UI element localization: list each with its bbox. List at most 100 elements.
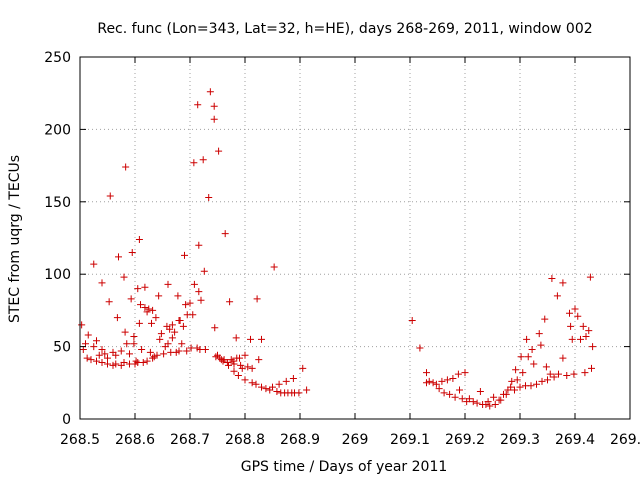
x-tick-label: 268.9 [280, 432, 320, 448]
data-point [182, 301, 190, 309]
data-point [79, 345, 87, 353]
data-point [206, 88, 214, 96]
data-point [408, 317, 416, 325]
data-point [550, 373, 558, 381]
data-point [90, 260, 98, 268]
data-point [127, 295, 135, 303]
data-point [176, 317, 184, 325]
y-tick-label: 250 [44, 50, 71, 66]
data-point [134, 285, 142, 293]
data-point [195, 241, 203, 249]
data-point [197, 296, 205, 304]
data-point [83, 354, 91, 362]
data-point [104, 354, 111, 362]
data-point [544, 376, 551, 384]
x-tick-label: 269.2 [445, 432, 485, 448]
data-point [270, 263, 278, 271]
data-point [258, 383, 265, 391]
data-point [295, 389, 303, 397]
data-point [149, 354, 157, 362]
data-point [190, 280, 198, 288]
data-point [120, 359, 128, 367]
data-point [517, 353, 525, 361]
data-point [211, 324, 219, 332]
data-point [559, 354, 567, 362]
data-point [126, 350, 133, 358]
x-tick-label: 269 [342, 432, 369, 448]
data-point [143, 357, 151, 365]
data-point [465, 395, 473, 403]
data-point [511, 386, 518, 394]
data-point [241, 351, 249, 359]
data-point [454, 370, 462, 378]
data-point [160, 350, 168, 358]
data-point [200, 267, 208, 275]
x-tick-label: 269.1 [390, 432, 430, 448]
data-point [507, 383, 515, 391]
data-point [423, 369, 430, 377]
data-point [181, 251, 188, 259]
y-tick-label: 200 [44, 122, 71, 138]
data-point [425, 377, 433, 385]
data-point [255, 356, 263, 364]
data-point [113, 314, 121, 322]
data-point [566, 309, 573, 317]
data-point [574, 312, 582, 320]
data-point [548, 275, 556, 283]
data-point [112, 360, 120, 368]
data-point [98, 359, 106, 367]
data-point [141, 304, 149, 312]
data-point [212, 353, 220, 361]
data-point [567, 322, 575, 330]
x-tick-label: 269.5 [610, 432, 640, 448]
data-point [585, 327, 593, 335]
x-tick-label: 268.8 [225, 432, 265, 448]
x-axis-label: GPS time / Days of year 2011 [241, 459, 448, 475]
data-point [178, 340, 186, 348]
data-point [252, 380, 260, 388]
x-tick-label: 269.4 [555, 432, 595, 448]
x-tick-label: 268.7 [170, 432, 210, 448]
data-point [244, 363, 252, 371]
data-point [282, 377, 290, 385]
data-point [227, 356, 235, 364]
data-point [149, 306, 157, 314]
data-point [106, 192, 114, 200]
data-point [528, 345, 536, 353]
data-point [491, 401, 499, 409]
data-point [174, 292, 182, 300]
data-point [230, 360, 238, 368]
data-point [559, 279, 567, 287]
data-point [484, 398, 492, 406]
data-point [537, 341, 545, 349]
data-point [273, 387, 281, 395]
data-point [143, 308, 151, 316]
data-point [527, 382, 535, 390]
data-point [121, 328, 129, 336]
data-point [93, 357, 100, 365]
data-point [138, 345, 146, 353]
data-point [533, 380, 540, 388]
data-point [201, 345, 209, 353]
data-point [210, 115, 218, 123]
data-point [234, 372, 242, 380]
data-point [248, 379, 256, 387]
data-point [523, 335, 531, 343]
data-point [205, 193, 213, 201]
data-point [253, 295, 261, 303]
data-point [128, 248, 136, 256]
data-points [78, 88, 597, 410]
data-point [223, 359, 231, 367]
data-point [229, 357, 237, 365]
data-point [571, 305, 579, 313]
data-point [230, 367, 238, 375]
data-point [451, 393, 459, 401]
data-point [486, 402, 494, 410]
data-point [195, 288, 203, 296]
data-point [546, 370, 554, 378]
data-point [232, 334, 240, 342]
data-point [262, 385, 270, 393]
y-tick-label: 150 [44, 195, 71, 211]
data-point [130, 332, 138, 340]
data-point [194, 101, 202, 109]
